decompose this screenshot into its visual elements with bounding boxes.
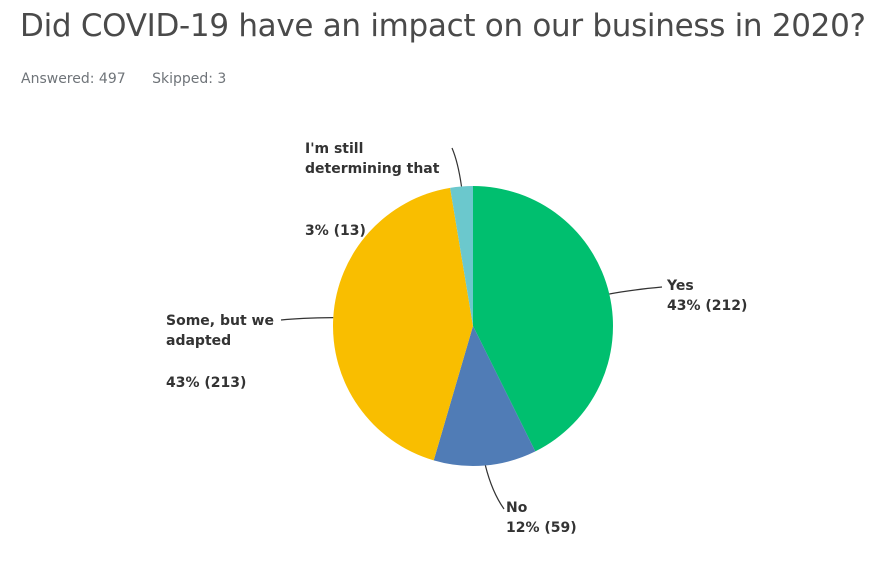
leader-line-yes	[609, 286, 663, 295]
pie-slice-i-m-still-determining-that[interactable]	[450, 186, 473, 326]
leader-line-no	[484, 465, 505, 510]
answered-count: Answered: 497	[21, 71, 126, 87]
skipped-count: Skipped: 3	[152, 71, 227, 87]
pie-slice-some-but-we-adapted[interactable]	[333, 187, 473, 461]
slice-value-some-but-we-adapted: 43% (213)	[166, 375, 246, 391]
slice-label-no: No	[506, 500, 528, 516]
page-title: Did COVID-19 have an impact on our busin…	[20, 8, 866, 44]
pie-labels: Yes 43% (212) No 12% (59) Some, but we adapte…	[166, 141, 747, 536]
slice-value-yes: 43% (212)	[667, 298, 747, 314]
pie-slice-no[interactable]	[433, 326, 536, 466]
slice-label-i-m-still-determining-that: I'm still determining that	[305, 141, 440, 177]
slice-label-yes: Yes	[666, 278, 694, 294]
slice-label-some-but-we-adapted: Some, but we adapted	[166, 313, 274, 349]
response-stats: Answered: 497 Skipped: 3	[21, 71, 248, 87]
leader-line-i-m-still-determining-that	[451, 147, 463, 187]
pie-slice-yes[interactable]	[473, 186, 613, 452]
leader-line-some-but-we-adapted	[280, 316, 334, 321]
slice-value-i-m-still-determining-that: 3% (13)	[305, 223, 366, 239]
pie-slices	[333, 186, 613, 466]
slice-value-no: 12% (59)	[506, 520, 577, 536]
